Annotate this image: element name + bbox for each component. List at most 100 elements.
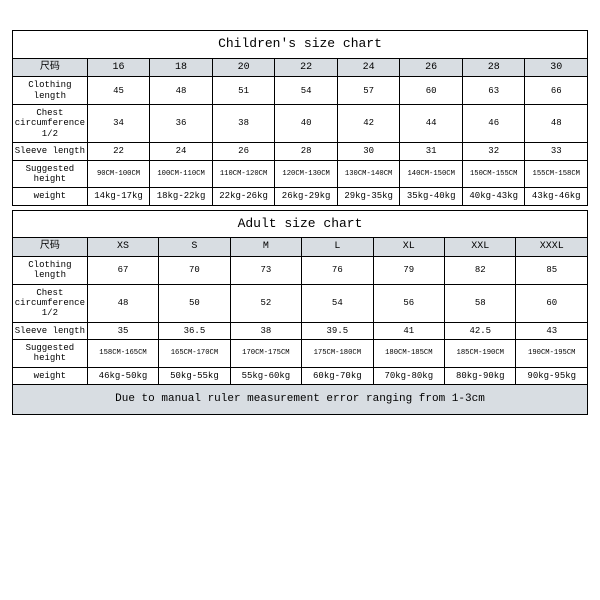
children-size-3: 22: [275, 58, 338, 77]
adult-cell: 165CM-170CM: [159, 340, 230, 368]
adult-cell: 48: [87, 284, 158, 322]
adult-cell: 52: [230, 284, 301, 322]
adult-cell: 70kg-80kg: [373, 367, 444, 384]
adult-size-table: Adult size chart 尺码 XS S M L XL XXL XXXL…: [12, 210, 588, 415]
children-row-label: weight: [13, 188, 88, 205]
children-cell: 51: [212, 77, 275, 105]
adult-row-label: Suggested height: [13, 340, 88, 368]
children-row: weight14kg-17kg18kg-22kg22kg-26kg26kg-29…: [13, 188, 588, 205]
children-cell: 24: [150, 143, 213, 160]
children-cell: 38: [212, 105, 275, 143]
children-cell: 90CM-100CM: [87, 160, 150, 188]
adult-cell: 85: [516, 256, 588, 284]
children-cell: 130CM-140CM: [337, 160, 400, 188]
adult-title-row: Adult size chart: [13, 210, 588, 238]
adult-size-5: XXL: [445, 238, 516, 257]
adult-size-6: XXXL: [516, 238, 588, 257]
adult-cell: 35: [87, 322, 158, 339]
children-cell: 40: [275, 105, 338, 143]
children-cell: 46: [462, 105, 525, 143]
adult-cell: 70: [159, 256, 230, 284]
children-cell: 100CM-110CM: [150, 160, 213, 188]
children-row: Chest circumference 1/23436384042444648: [13, 105, 588, 143]
children-size-2: 20: [212, 58, 275, 77]
adult-row: Sleeve length3536.53839.54142.543: [13, 322, 588, 339]
adult-cell: 175CM-180CM: [302, 340, 373, 368]
children-cell: 110CM-120CM: [212, 160, 275, 188]
children-row: Clothing length4548515457606366: [13, 77, 588, 105]
children-cell: 44: [400, 105, 463, 143]
adult-row: Suggested height158CM-165CM165CM-170CM 17…: [13, 340, 588, 368]
children-row-label: Clothing length: [13, 77, 88, 105]
adult-cell: 158CM-165CM: [87, 340, 158, 368]
children-header-row: 尺码 16 18 20 22 24 26 28 30: [13, 58, 588, 77]
adult-cell: 79: [373, 256, 444, 284]
adult-title: Adult size chart: [13, 210, 588, 238]
children-cell: 48: [525, 105, 588, 143]
children-cell: 42: [337, 105, 400, 143]
children-row-label: Sleeve length: [13, 143, 88, 160]
children-cell: 155CM-158CM: [525, 160, 588, 188]
adult-size-3: L: [302, 238, 373, 257]
adult-cell: 36.5: [159, 322, 230, 339]
adult-cell: 90kg-95kg: [516, 367, 588, 384]
adult-cell: 67: [87, 256, 158, 284]
children-cell: 32: [462, 143, 525, 160]
children-cell: 140CM-150CM: [400, 160, 463, 188]
children-cell: 22kg-26kg: [212, 188, 275, 205]
note-row: Due to manual ruler measurement error ra…: [13, 385, 588, 415]
adult-cell: 54: [302, 284, 373, 322]
adult-cell: 73: [230, 256, 301, 284]
children-cell: 14kg-17kg: [87, 188, 150, 205]
adult-cell: 41: [373, 322, 444, 339]
children-row: Suggested height90CM-100CM100CM-110CM110…: [13, 160, 588, 188]
measurement-note: Due to manual ruler measurement error ra…: [13, 385, 588, 415]
adult-cell: 185CM-190CM: [445, 340, 516, 368]
adult-row: Chest circumference 1/248505254565860: [13, 284, 588, 322]
children-cell: 29kg-35kg: [337, 188, 400, 205]
children-size-6: 28: [462, 58, 525, 77]
adult-cell: 39.5: [302, 322, 373, 339]
adult-size-4: XL: [373, 238, 444, 257]
children-cell: 120CM-130CM: [275, 160, 338, 188]
adult-header-row: 尺码 XS S M L XL XXL XXXL: [13, 238, 588, 257]
children-size-7: 30: [525, 58, 588, 77]
adult-cell: 56: [373, 284, 444, 322]
adult-row: weight46kg-50kg50kg-55kg55kg-60kg60kg-70…: [13, 367, 588, 384]
adult-cell: 180CM-185CM: [373, 340, 444, 368]
adult-size-2: M: [230, 238, 301, 257]
adult-row-label: Sleeve length: [13, 322, 88, 339]
adult-row-label: Chest circumference 1/2: [13, 284, 88, 322]
adult-cell: 58: [445, 284, 516, 322]
children-cell: 60: [400, 77, 463, 105]
adult-row-label: Clothing length: [13, 256, 88, 284]
adult-cell: 43: [516, 322, 588, 339]
adult-size-0: XS: [87, 238, 158, 257]
children-cell: 30: [337, 143, 400, 160]
adult-first-col-header: 尺码: [13, 238, 88, 257]
children-cell: 26kg-29kg: [275, 188, 338, 205]
children-cell: 43kg-46kg: [525, 188, 588, 205]
children-cell: 22: [87, 143, 150, 160]
children-cell: 28: [275, 143, 338, 160]
children-cell: 33: [525, 143, 588, 160]
children-row: Sleeve length2224262830313233: [13, 143, 588, 160]
children-size-1: 18: [150, 58, 213, 77]
children-row-label: Suggested height: [13, 160, 88, 188]
adult-cell: 50: [159, 284, 230, 322]
children-cell: 57: [337, 77, 400, 105]
children-cell: 150CM-155CM: [462, 160, 525, 188]
adult-size-1: S: [159, 238, 230, 257]
adult-row-label: weight: [13, 367, 88, 384]
adult-cell: 190CM-195CM: [516, 340, 588, 368]
adult-cell: 42.5: [445, 322, 516, 339]
children-title: Children's size chart: [13, 31, 588, 59]
children-cell: 18kg-22kg: [150, 188, 213, 205]
children-size-4: 24: [337, 58, 400, 77]
adult-cell: 60kg-70kg: [302, 367, 373, 384]
children-first-col-header: 尺码: [13, 58, 88, 77]
children-size-5: 26: [400, 58, 463, 77]
children-cell: 26: [212, 143, 275, 160]
children-cell: 35kg-40kg: [400, 188, 463, 205]
adult-cell: 50kg-55kg: [159, 367, 230, 384]
